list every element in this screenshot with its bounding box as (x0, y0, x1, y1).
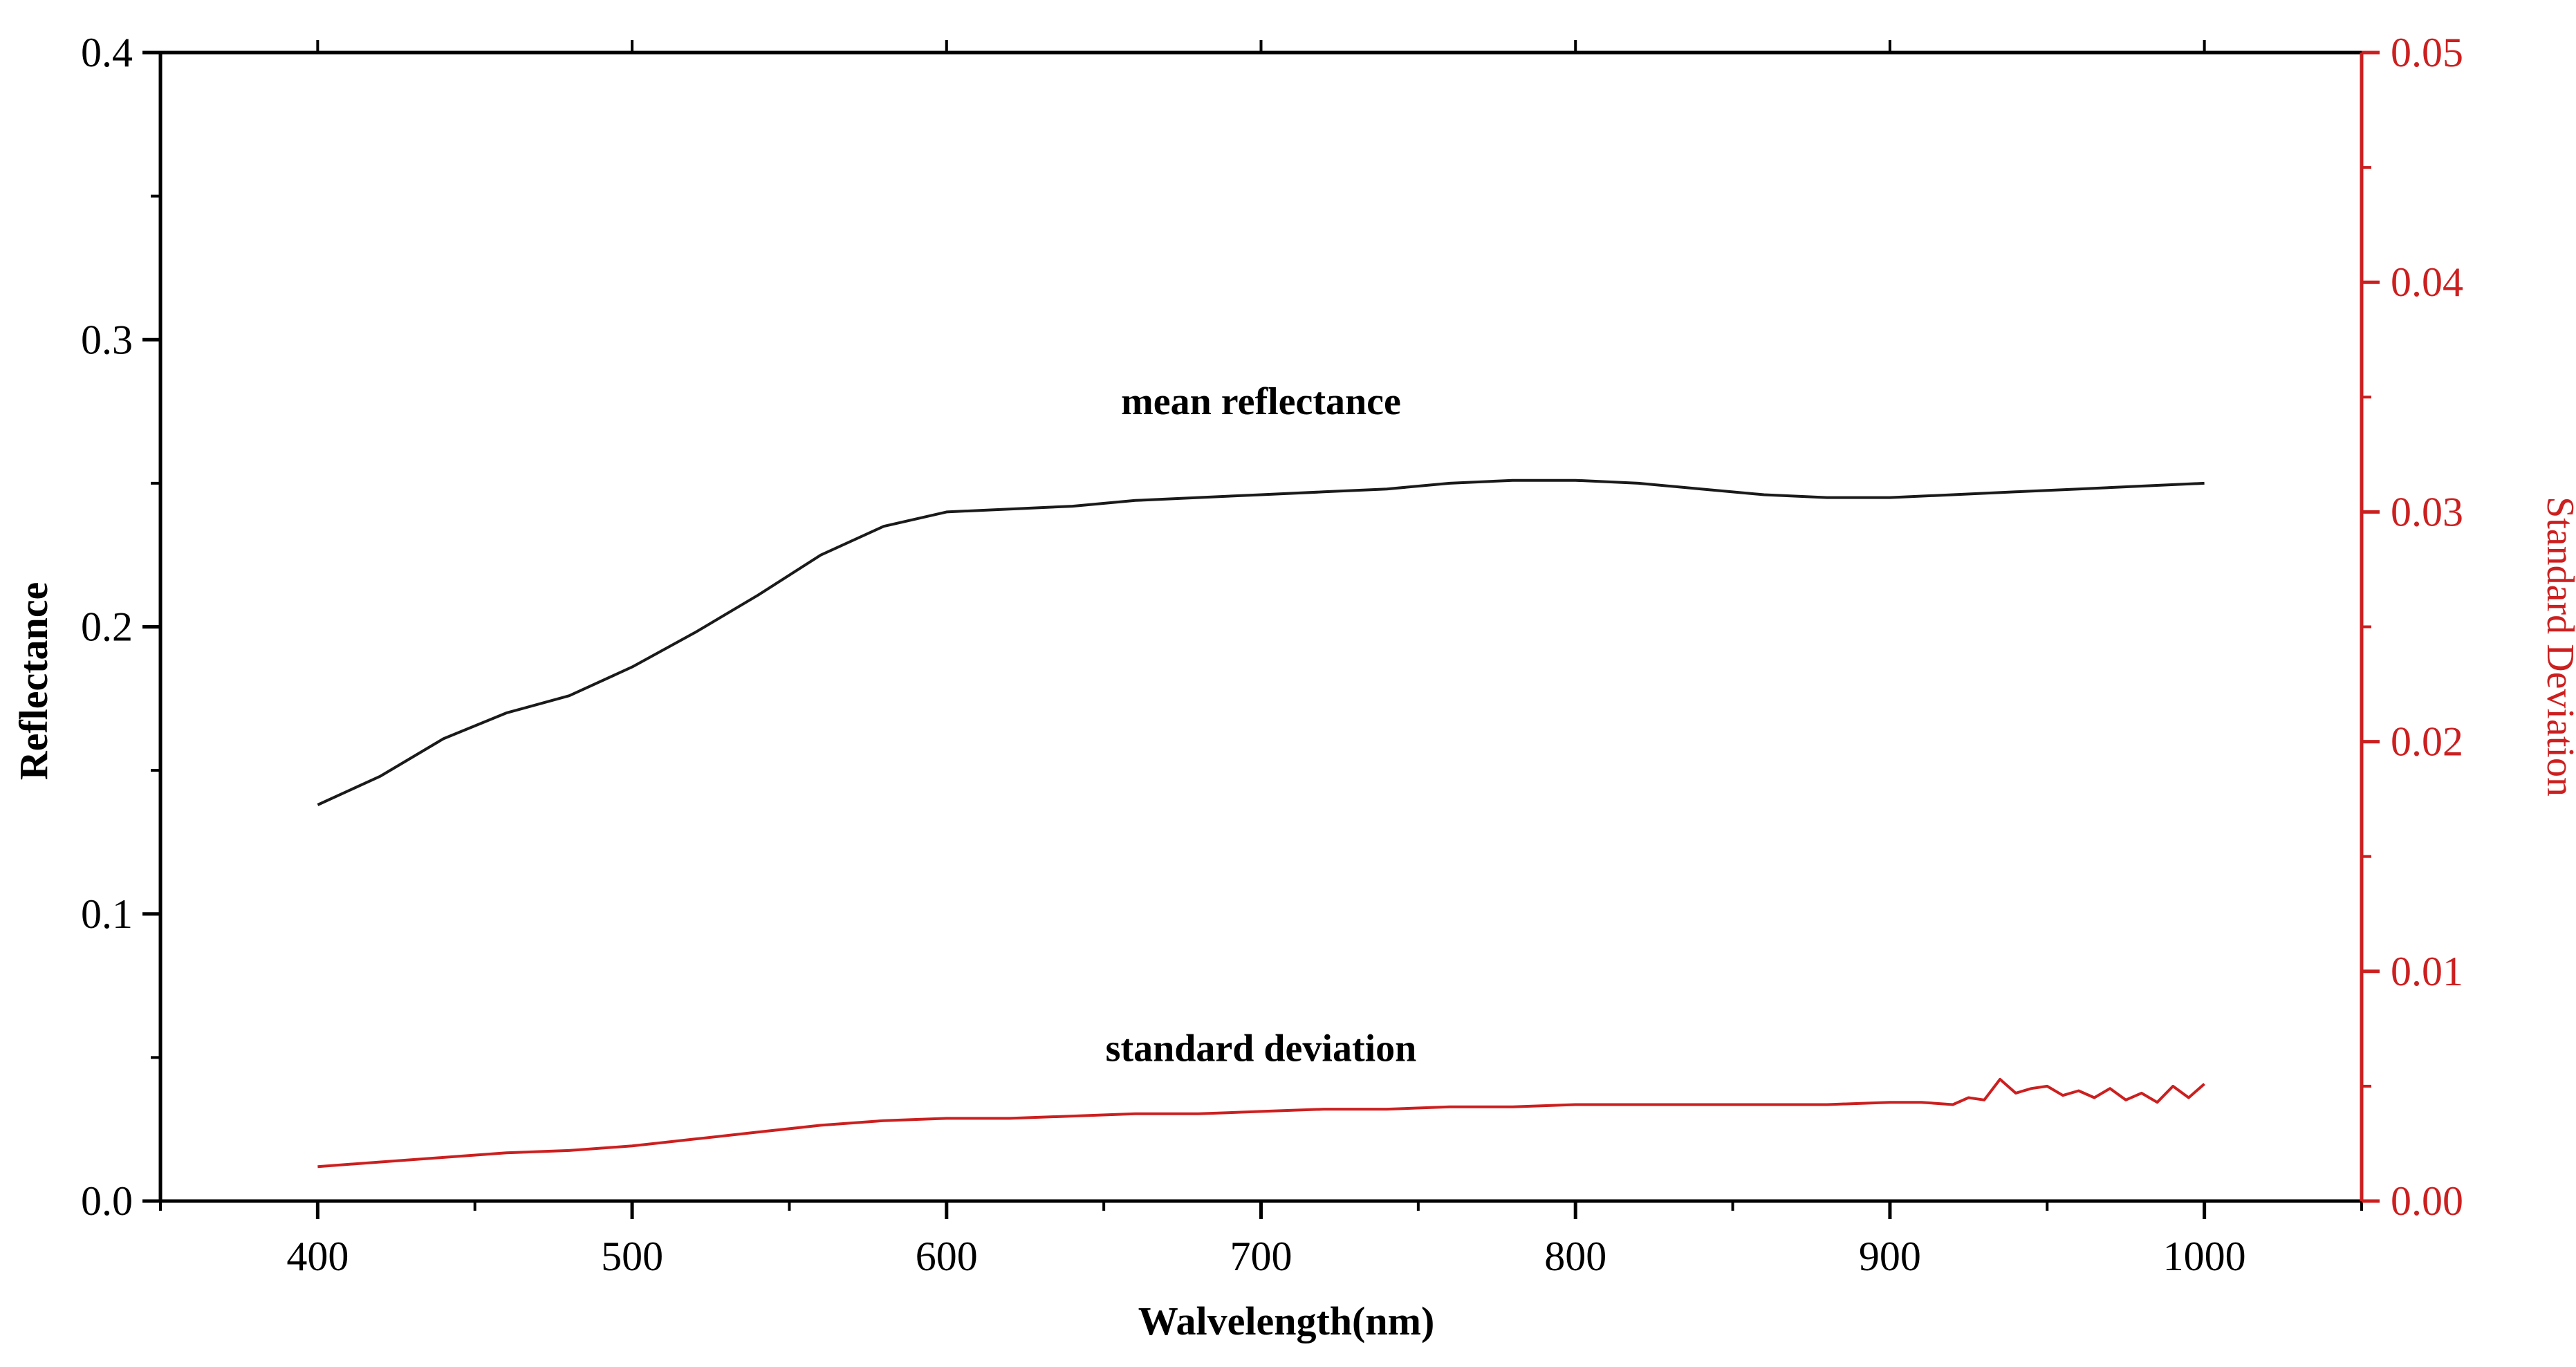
y2-axis-title: Standard Deviation (2539, 496, 2576, 797)
y2-tick-label: 0.02 (2391, 719, 2463, 765)
y-tick-label: 0.4 (81, 30, 133, 75)
plot-marks (317, 478, 2205, 1169)
x-tick-label: 500 (601, 1234, 663, 1279)
y2-tick-label: 0.03 (2391, 489, 2463, 534)
y-tick-label: 0.0 (81, 1178, 133, 1224)
x-tick-label: 400 (286, 1234, 349, 1279)
mean-reflectance-line (317, 478, 2205, 806)
x-tick-label: 700 (1230, 1234, 1292, 1279)
chart-labels: Walvelength(nm) Reflectance Standard Dev… (11, 380, 2576, 1343)
y2-tick-label: 0.05 (2391, 30, 2463, 75)
series-label-standard-deviation: standard deviation (1106, 1027, 1417, 1070)
x-tick-label: 800 (1544, 1234, 1606, 1279)
x-tick-label: 900 (1859, 1234, 1921, 1279)
standard-deviation-line (317, 1077, 2205, 1169)
y2-tick-label: 0.04 (2391, 259, 2463, 305)
axes: 400 500 600 700 800 900 1000 0.0 0.1 0.2 0.3 0.4 0.0… (81, 30, 2463, 1279)
y2-tick-label: 0.00 (2391, 1178, 2463, 1224)
x-tick-label: 600 (916, 1234, 978, 1279)
y2-tick-label: 0.01 (2391, 949, 2463, 994)
y-tick-label: 0.1 (81, 891, 133, 937)
x-axis-title: Walvelength(nm) (1138, 1299, 1435, 1343)
series-label-mean-reflectance: mean reflectance (1121, 380, 1401, 423)
y-axis-title: Reflectance (11, 582, 56, 781)
y-tick-label: 0.2 (81, 604, 133, 650)
x-tick-label: 1000 (2163, 1234, 2246, 1279)
y-tick-label: 0.3 (81, 317, 133, 362)
